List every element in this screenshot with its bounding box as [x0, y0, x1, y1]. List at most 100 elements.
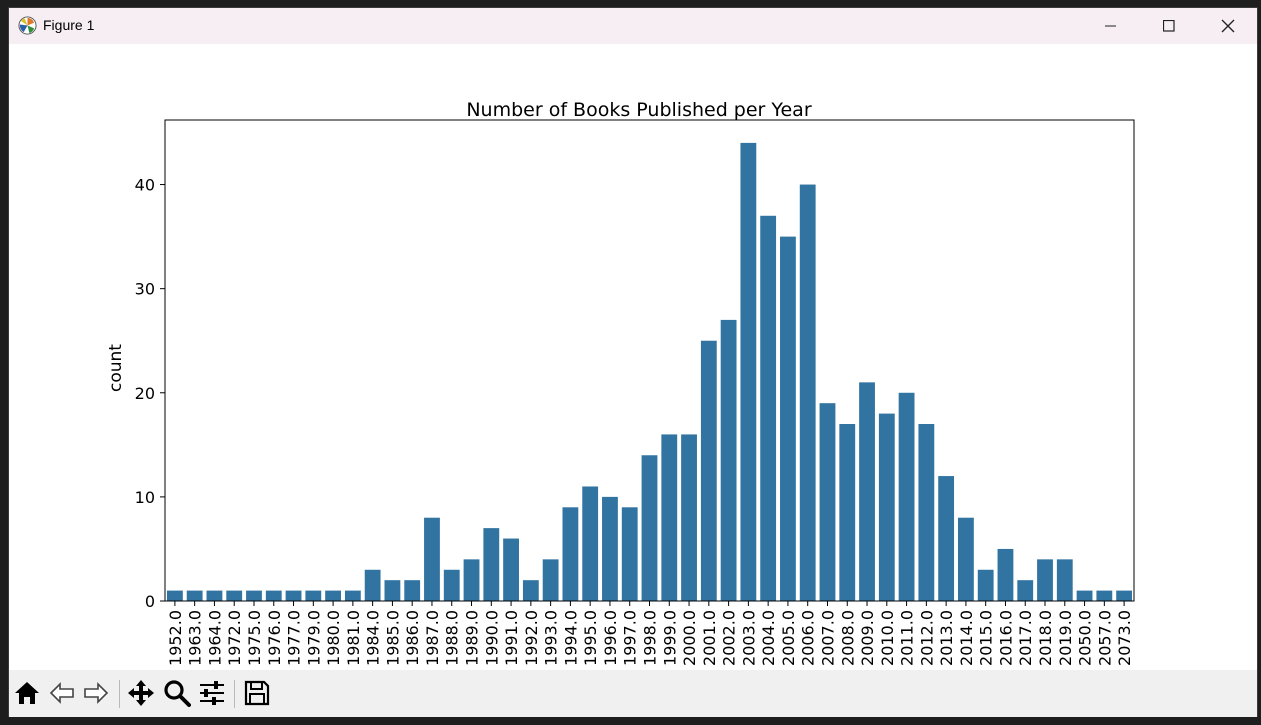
forward-icon — [84, 682, 109, 704]
bar — [1076, 590, 1093, 601]
bar — [977, 569, 994, 601]
x-tick-label: 1998.0 — [641, 610, 660, 666]
maximize-button[interactable] — [1140, 8, 1198, 44]
x-tick-label: 2057.0 — [1095, 610, 1114, 666]
x-tick-label: 2003.0 — [739, 610, 758, 666]
bar — [740, 142, 757, 601]
bar — [166, 590, 183, 601]
bar — [325, 590, 342, 601]
bar — [1017, 580, 1034, 601]
bar — [384, 580, 401, 601]
bar — [305, 590, 322, 601]
bar — [661, 434, 678, 601]
x-tick-label: 2011.0 — [898, 610, 917, 666]
bar — [265, 590, 282, 601]
bar — [720, 319, 737, 601]
bar — [918, 424, 935, 601]
x-tick-label: 1987.0 — [423, 610, 442, 666]
configure-subplots-button[interactable] — [197, 678, 227, 708]
x-tick-label: 2008.0 — [838, 610, 857, 666]
x-tick-label: 1980.0 — [324, 610, 343, 666]
bar-chart[interactable]: Number of Books Published per Year count… — [9, 44, 1257, 670]
x-tick-label: 2000.0 — [680, 610, 699, 666]
bar — [285, 590, 302, 601]
navigation-toolbar — [9, 670, 1257, 717]
x-tick-label: 1996.0 — [601, 610, 620, 666]
bar — [562, 507, 579, 601]
bar — [404, 580, 421, 601]
y-tick-label: 10 — [135, 488, 155, 507]
maximize-icon — [1163, 20, 1175, 32]
bar — [1056, 559, 1073, 601]
y-tick-label: 20 — [135, 384, 155, 403]
x-tick-label: 2010.0 — [878, 610, 897, 666]
x-tick-label: 2018.0 — [1036, 610, 1055, 666]
x-tick-label: 1979.0 — [304, 610, 323, 666]
bar — [542, 559, 559, 601]
save-button[interactable] — [242, 678, 272, 708]
bar — [700, 340, 717, 601]
home-button[interactable] — [12, 678, 42, 708]
bar — [641, 455, 658, 601]
x-tick-label: 1976.0 — [265, 610, 284, 666]
bar — [186, 590, 203, 601]
close-button[interactable] — [1199, 8, 1257, 44]
x-tick-label: 2050.0 — [1076, 610, 1095, 666]
bar — [780, 236, 796, 601]
x-tick-label: 1991.0 — [502, 610, 521, 666]
title-bar[interactable]: Figure 1 — [9, 8, 1257, 44]
bar — [364, 569, 381, 601]
save-icon — [244, 680, 270, 706]
bar — [760, 215, 777, 601]
x-tick-label: 2009.0 — [858, 610, 877, 666]
x-tick-label: 1985.0 — [383, 610, 402, 666]
bar — [878, 413, 895, 601]
bar — [424, 517, 440, 601]
zoom-icon — [164, 680, 191, 707]
bar — [938, 476, 955, 601]
x-tick-label: 1952.0 — [166, 610, 185, 666]
pan-button[interactable] — [126, 678, 156, 708]
y-tick-label: 40 — [135, 176, 155, 195]
x-tick-label: 1988.0 — [443, 610, 462, 666]
zoom-button[interactable] — [162, 678, 192, 708]
x-tick-label: 1995.0 — [581, 610, 600, 666]
pan-icon — [128, 680, 154, 706]
x-tick-label: 1993.0 — [542, 610, 561, 666]
x-tick-label: 1994.0 — [561, 610, 580, 666]
bar — [344, 590, 361, 601]
x-tick-label: 2004.0 — [759, 610, 778, 666]
bar — [246, 590, 262, 601]
plot-frame — [164, 119, 1135, 602]
x-tick-label: 2013.0 — [937, 610, 956, 666]
x-tick-label: 1990.0 — [482, 610, 501, 666]
matplotlib-icon — [18, 16, 37, 35]
bar — [483, 528, 500, 601]
background-editor-bottom — [0, 715, 1261, 725]
x-tick-label: 2001.0 — [700, 610, 719, 666]
back-button[interactable] — [47, 678, 77, 708]
bar — [839, 424, 856, 601]
x-tick-label: 2012.0 — [917, 610, 936, 666]
bar — [799, 184, 816, 601]
minimize-button[interactable] — [1082, 8, 1140, 44]
x-tick-label: 1999.0 — [660, 610, 679, 666]
x-tick-label: 2007.0 — [818, 610, 837, 666]
bar — [582, 486, 599, 601]
x-tick-label: 1981.0 — [344, 610, 363, 666]
bar — [1037, 559, 1053, 601]
x-tick-label: 2005.0 — [779, 610, 798, 666]
y-axis-label: count — [106, 344, 126, 392]
y-axis-ticks: 0 10 20 30 40 — [135, 176, 165, 611]
x-tick-label: 1992.0 — [522, 610, 541, 666]
bar — [206, 590, 223, 601]
bar — [997, 548, 1014, 601]
toolbar-separator — [234, 680, 235, 708]
forward-button[interactable] — [81, 678, 111, 708]
bar — [1116, 590, 1133, 601]
bar — [1096, 590, 1113, 601]
x-tick-label: 1997.0 — [621, 610, 640, 666]
x-tick-label: 2016.0 — [996, 610, 1015, 666]
x-tick-label: 1972.0 — [225, 610, 244, 666]
bar — [443, 569, 460, 601]
